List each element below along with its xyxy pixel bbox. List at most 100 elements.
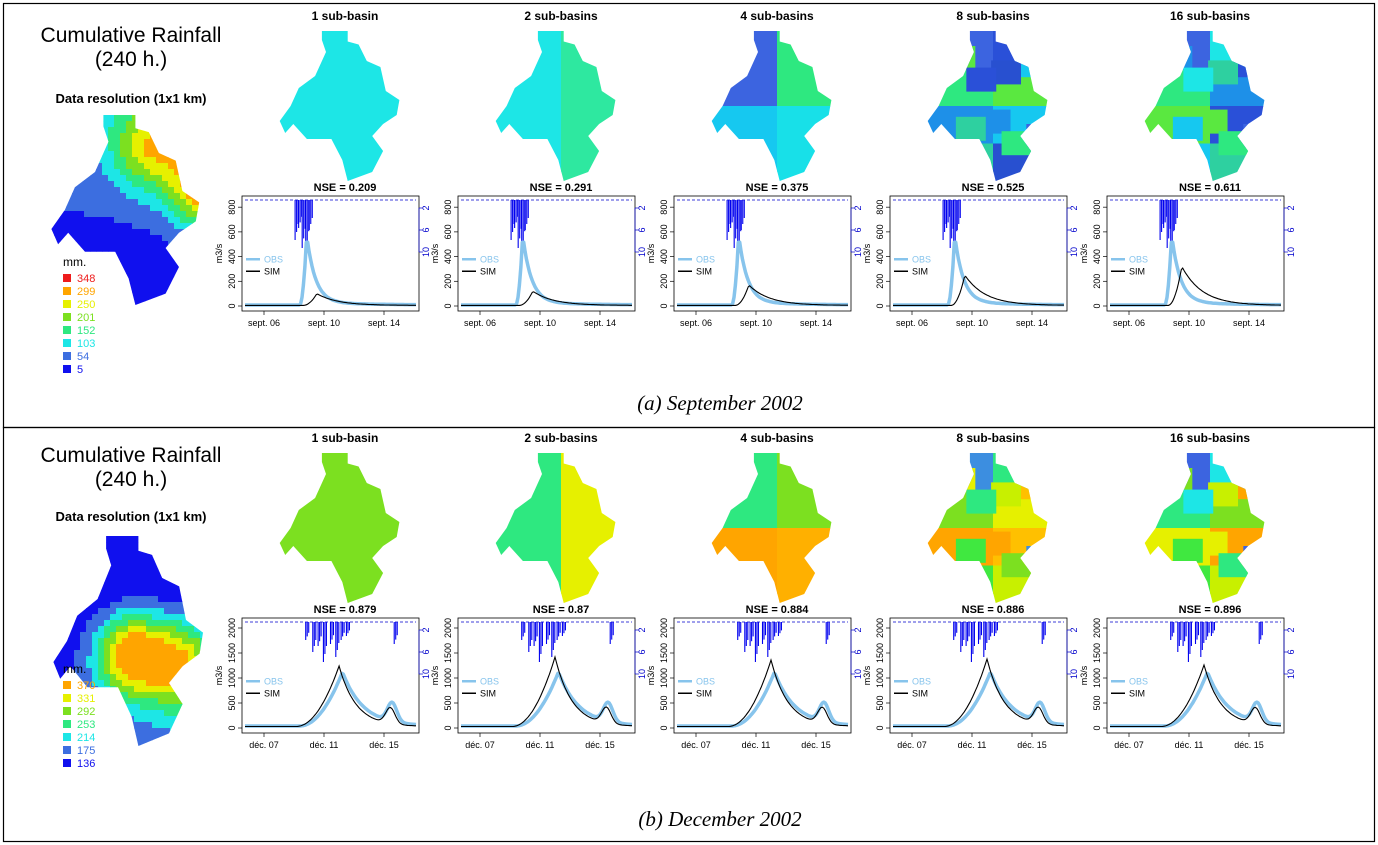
rain-tick-label: 10: [637, 247, 647, 257]
rainfall-cell: [66, 199, 73, 206]
rainfall-cell: [116, 536, 123, 543]
rainfall-cell: [200, 740, 204, 746]
rainfall-cell: [86, 596, 93, 603]
rainfall-cell: [134, 554, 141, 561]
rainfall-cell: [162, 199, 169, 206]
rainfall-cell: [158, 536, 165, 543]
rainfall-cell: [60, 229, 67, 236]
rainfall-cell: [51, 259, 55, 266]
rainfall-cell: [144, 301, 151, 305]
rainfall-cell: [158, 584, 165, 591]
rainfall-cell: [212, 650, 218, 656]
rainfall-cell: [158, 716, 165, 723]
basin-map: [927, 453, 1048, 603]
rainfall-cell: [218, 584, 224, 590]
rainfall-cell: [144, 139, 151, 146]
rainfall-cell: [170, 662, 177, 669]
rainfall-cell: [110, 716, 117, 723]
rainfall-cell: [51, 253, 55, 260]
rainfall-cell: [110, 542, 117, 549]
rainfall-cell: [104, 656, 111, 663]
rainfall-cell: [188, 644, 195, 651]
rainfall-cell: [51, 241, 55, 248]
rainfall-cell: [138, 169, 145, 176]
rainfall-cell: [62, 668, 69, 675]
rainfall-cell: [74, 590, 81, 597]
rainfall-cell: [80, 620, 87, 627]
rainfall-cell: [51, 187, 55, 194]
rainfall-cell: [114, 235, 121, 242]
rainfall-cell: [200, 698, 204, 705]
rainfall-cell: [152, 548, 159, 555]
rainfall-cell: [74, 542, 81, 549]
rainfall-cell: [110, 566, 117, 573]
rainfall-cell: [200, 632, 204, 639]
rainfall-cell: [206, 572, 212, 578]
rainfall-cell: [170, 614, 177, 621]
rainfall-cell: [122, 608, 129, 615]
rainfall-cell: [53, 662, 57, 669]
rainfall-cell: [134, 638, 141, 645]
rainfall-cell: [158, 590, 165, 597]
rain-tick-label: 6: [1286, 227, 1296, 232]
rainfall-cell: [108, 133, 115, 140]
rainfall-cell: [198, 151, 200, 158]
rainfall-cell: [108, 169, 115, 176]
rainfall-cell: [176, 608, 183, 615]
rainfall-cell: [162, 295, 169, 302]
rainfall-cell: [210, 163, 216, 169]
rainfall-cell: [104, 542, 111, 549]
rainfall-cell: [120, 145, 127, 152]
rainfall-cell: [174, 193, 181, 200]
rainfall-cell: [74, 632, 81, 639]
rainfall-cell: [212, 656, 218, 662]
rainfall-cell: [78, 175, 85, 182]
rainfall-cell: [150, 235, 157, 242]
rainfall-cell: [60, 193, 67, 200]
rainfall-cell: [126, 163, 133, 170]
rainfall-cell: [150, 133, 157, 140]
column-title: 2 sub-basins: [524, 431, 598, 445]
rainfall-cell: [156, 163, 163, 170]
rainfall-cell: [168, 127, 175, 134]
rainfall-cell: [114, 121, 121, 128]
rainfall-cell: [51, 157, 55, 164]
rainfall-cell: [164, 722, 171, 729]
rainfall-cell: [158, 662, 165, 669]
rainfall-cell: [92, 554, 99, 561]
rainfall-cell: [186, 181, 193, 188]
rainfall-cell: [116, 584, 123, 591]
rainfall-cell: [204, 169, 210, 175]
rainfall-cell: [86, 608, 93, 615]
nse-label: NSE = 0.884: [746, 604, 810, 616]
rainfall-cell: [90, 223, 97, 230]
rainfall-cell: [96, 187, 103, 194]
rainfall-cell: [170, 698, 177, 705]
rainfall-cell: [122, 710, 129, 717]
rainfall-cell: [86, 644, 93, 651]
rainfall-cell: [210, 187, 216, 193]
rainfall-cell: [128, 692, 135, 699]
rainfall-cell: [108, 253, 115, 260]
rainfall-cell: [144, 283, 151, 290]
rainfall-cell: [62, 638, 69, 645]
rainfall-cell: [152, 710, 159, 717]
sub-basin-region: [1144, 143, 1211, 181]
rainfall-cell: [56, 542, 63, 549]
rainfall-cell: [132, 277, 139, 284]
rainfall-cell: [104, 650, 111, 657]
rainfall-cell: [146, 692, 153, 699]
rainfall-cell: [182, 590, 189, 597]
rainfall-cell: [156, 199, 163, 206]
rainfall-cell: [206, 662, 212, 668]
rainfall-cell: [162, 151, 169, 158]
rainfall-cell: [144, 127, 151, 134]
rainfall-cell: [134, 662, 141, 669]
rainfall-cell: [188, 590, 195, 597]
rainfall-cell: [138, 181, 145, 188]
rainfall-cell: [176, 626, 183, 633]
rainfall-cell: [62, 548, 69, 555]
rainfall-cell: [186, 151, 193, 158]
rainfall-cell: [198, 253, 200, 260]
